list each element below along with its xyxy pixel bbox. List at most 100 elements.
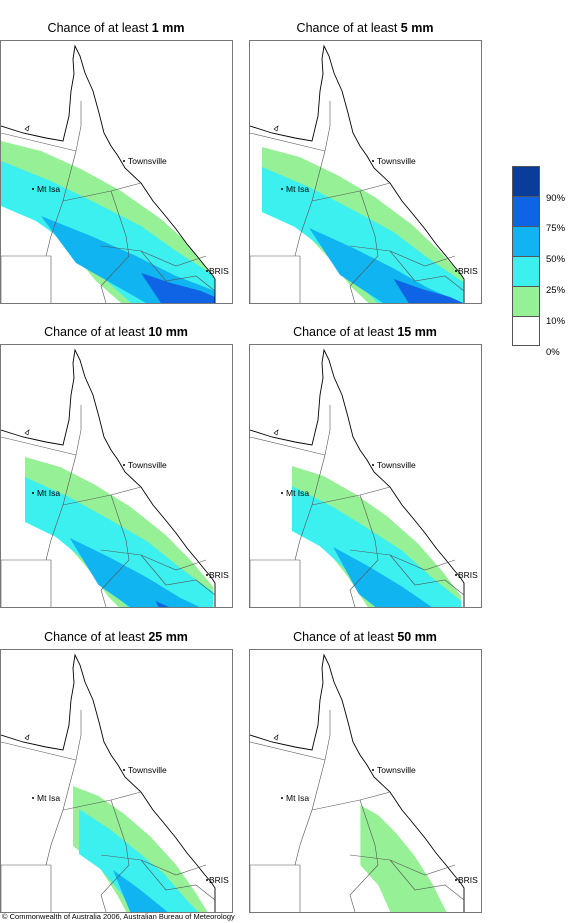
map-panel-1mm: Townsville Mt Isa BRIS xyxy=(0,40,233,304)
district-boundary xyxy=(140,250,216,292)
district-boundary xyxy=(1,436,77,456)
district-boundary xyxy=(389,554,465,596)
island xyxy=(24,734,30,741)
district-boundary xyxy=(250,255,301,303)
district-boundary xyxy=(250,741,326,761)
district-boundary xyxy=(324,710,331,761)
place-marker-mt_isa xyxy=(32,797,34,799)
district-boundary xyxy=(100,255,130,303)
district-boundary xyxy=(1,559,52,607)
panel-title-50mm: Chance of at least 50 mm xyxy=(293,630,437,644)
place-marker-bris xyxy=(206,574,208,576)
district-boundary xyxy=(100,549,207,571)
place-label-townsville: Townsville xyxy=(377,460,416,470)
legend-swatch-10 xyxy=(512,286,540,316)
copyright-notice: © Commonwealth of Australia 2006, Austra… xyxy=(2,912,235,921)
probability-band-25 xyxy=(262,167,464,303)
place-marker-mt_isa xyxy=(281,188,283,190)
coastline xyxy=(1,653,216,912)
place-marker-mt_isa xyxy=(32,492,34,494)
probability-band-25 xyxy=(25,477,214,607)
probability-band-25 xyxy=(292,486,462,607)
district-boundary xyxy=(1,864,52,912)
legend-swatch-25 xyxy=(512,256,540,286)
place-marker-townsville xyxy=(123,769,125,771)
district-boundary xyxy=(140,859,216,901)
place-label-bris: BRIS xyxy=(458,875,478,885)
probability-band-50 xyxy=(69,538,213,607)
district-boundary xyxy=(75,101,82,152)
place-marker-townsville xyxy=(372,160,374,162)
legend-swatch-50 xyxy=(512,226,540,256)
panel-title-1mm: Chance of at least 1 mm xyxy=(47,21,185,35)
island xyxy=(24,429,30,436)
map-svg: Townsville Mt Isa BRIS xyxy=(250,653,478,912)
map-panel-15mm: Townsville Mt Isa BRIS xyxy=(249,344,482,608)
place-label-mt_isa: Mt Isa xyxy=(286,488,309,498)
legend-swatch-75 xyxy=(512,196,540,226)
place-marker-bris xyxy=(455,574,457,576)
map-panel-5mm: Townsville Mt Isa BRIS xyxy=(249,40,482,304)
map-svg: Townsville Mt Isa BRIS xyxy=(250,44,478,303)
district-boundary xyxy=(311,791,391,811)
island xyxy=(24,125,30,132)
place-label-mt_isa: Mt Isa xyxy=(37,184,60,194)
place-marker-bris xyxy=(206,270,208,272)
district-boundary xyxy=(100,854,207,876)
district-boundary xyxy=(349,864,379,912)
legend-label-0: 0% xyxy=(546,347,560,358)
district-boundary xyxy=(1,132,77,152)
place-label-bris: BRIS xyxy=(209,875,229,885)
legend-label-90: 90% xyxy=(546,193,566,204)
coastline xyxy=(1,44,216,303)
coastline xyxy=(250,348,465,607)
coastline xyxy=(250,44,465,303)
district-boundary xyxy=(100,559,130,607)
place-label-townsville: Townsville xyxy=(377,156,416,166)
coastline xyxy=(1,348,216,607)
coastline xyxy=(250,653,465,912)
probability-band-50 xyxy=(41,216,215,303)
probability-band-10 xyxy=(360,805,457,912)
place-label-townsville: Townsville xyxy=(377,765,416,775)
legend-label-25: 25% xyxy=(546,285,566,296)
place-label-bris: BRIS xyxy=(458,266,478,276)
district-boundary xyxy=(75,405,82,456)
district-boundary xyxy=(45,454,77,561)
district-boundary xyxy=(349,245,456,267)
place-marker-bris xyxy=(455,270,457,272)
district-boundary xyxy=(389,859,465,901)
district-boundary xyxy=(250,132,326,152)
district-boundary xyxy=(250,436,326,456)
district-boundary xyxy=(45,150,77,257)
legend-label-75: 75% xyxy=(546,223,566,234)
place-marker-townsville xyxy=(372,464,374,466)
place-label-bris: BRIS xyxy=(458,570,478,580)
probability-band-50 xyxy=(333,547,461,607)
place-marker-mt_isa xyxy=(281,492,283,494)
district-boundary xyxy=(349,559,379,607)
district-boundary xyxy=(294,150,326,257)
map-svg: Townsville Mt Isa BRIS xyxy=(250,348,478,607)
map-panel-25mm: Townsville Mt Isa BRIS xyxy=(0,649,233,913)
island xyxy=(273,734,279,741)
map-svg: Townsville Mt Isa BRIS xyxy=(1,348,229,607)
legend-label-10: 10% xyxy=(546,316,566,327)
district-boundary xyxy=(294,454,326,561)
place-label-mt_isa: Mt Isa xyxy=(37,488,60,498)
legend-label-50: 50% xyxy=(546,254,566,265)
district-boundary xyxy=(349,255,379,303)
place-marker-mt_isa xyxy=(281,797,283,799)
probability-band-50 xyxy=(113,870,209,912)
district-boundary xyxy=(140,554,216,596)
island xyxy=(273,125,279,132)
panel-title-5mm: Chance of at least 5 mm xyxy=(296,21,434,35)
place-label-townsville: Townsville xyxy=(128,765,167,775)
panel-title-25mm: Chance of at least 25 mm xyxy=(44,630,188,644)
probability-band-75 xyxy=(141,273,215,303)
district-boundary xyxy=(100,245,207,267)
place-marker-bris xyxy=(206,879,208,881)
district-boundary xyxy=(389,250,465,292)
district-boundary xyxy=(349,549,456,571)
district-boundary xyxy=(1,741,77,761)
